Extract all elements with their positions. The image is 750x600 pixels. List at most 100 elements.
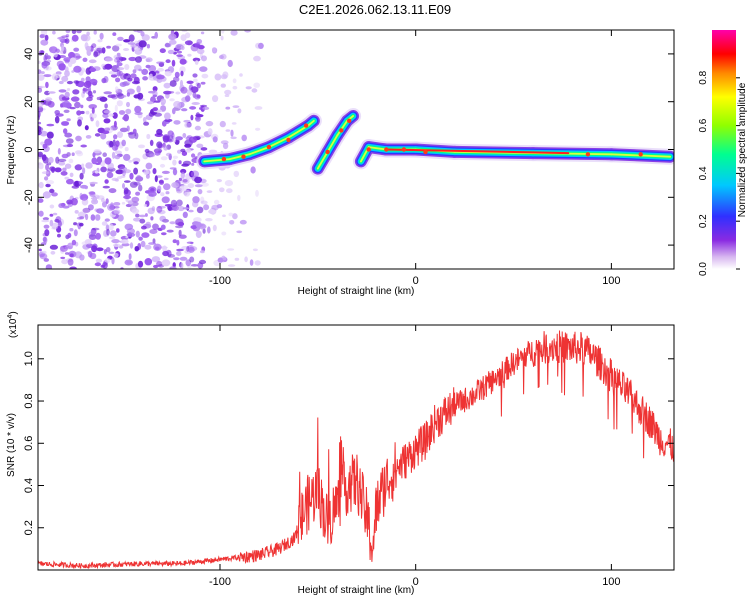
noise-speckle [59,36,64,42]
noise-speckle [186,80,194,85]
noise-speckle [112,45,120,52]
noise-speckle [49,46,58,54]
colorbar-gradient [712,30,736,269]
x-tick-label: 100 [602,275,620,287]
noise-speckle [146,133,151,140]
colorbar-ticks: 0.0 0.2 0.4 0.6 0.8 [698,70,740,276]
noise-speckle [40,34,46,38]
noise-speckle [253,82,260,88]
noise-speckle [117,214,124,222]
noise-speckle [200,200,208,205]
noise-speckle [163,145,169,151]
noise-speckle [69,266,77,269]
noise-speckle [124,259,133,266]
noise-speckle [212,224,217,232]
noise-speckle [156,61,165,65]
noise-speckle [165,59,171,64]
noise-speckle [41,61,48,69]
noise-speckle [175,136,183,141]
noise-speckle [133,217,141,222]
noise-speckle [111,239,120,244]
noise-speckle [127,200,134,205]
noise-speckle [139,218,146,224]
noise-speckle [110,74,118,78]
noise-speckle [107,203,115,211]
x-tick-label: 0 [413,576,419,588]
noise-speckle [58,161,66,166]
noise-speckle [125,235,129,239]
y-tick-label: -20 [23,189,35,205]
noise-speckle [176,54,183,57]
noise-speckle [57,158,67,162]
noise-speckle [196,82,201,89]
y-multiplier: (x104) [7,311,19,338]
noise-speckle [66,178,74,185]
noise-speckle [70,96,80,102]
noise-speckle [80,104,84,109]
y-tick-label: 0.6 [23,436,35,451]
noise-speckle [196,206,204,214]
noise-speckle [159,48,166,54]
noise-speckle [54,167,62,173]
noise-speckle [169,221,176,225]
noise-speckle [104,127,111,132]
noise-speckle [161,170,170,174]
noise-speckle [68,158,74,164]
noise-speckle [80,77,85,82]
noise-speckle [153,264,159,269]
noise-speckle [201,55,207,62]
echo-hotspot [241,154,246,159]
noise-speckle [179,185,185,191]
noise-speckle [190,264,199,267]
echo-trace-band [287,124,310,139]
noise-speckle [57,148,61,155]
noise-speckle [165,191,170,195]
noise-speckle [148,111,155,117]
echo-hotspot [366,147,371,152]
noise-speckle [185,95,191,102]
noise-speckle [73,65,82,73]
noise-speckle [71,30,77,34]
noise-speckle [128,253,132,260]
noise-speckle [180,45,185,51]
noise-speckle [85,110,90,115]
noise-speckle [88,59,97,64]
noise-speckle [64,70,70,77]
chart-title: C2E1.2026.062.13.11.E09 [299,2,451,17]
noise-speckle [199,66,208,72]
snr-series-line [38,330,674,570]
echo-hotspot [339,128,344,133]
noise-speckle [163,177,169,181]
noise-speckle [180,262,184,269]
noise-speckle [74,210,79,214]
noise-speckle [134,246,140,252]
noise-speckle [194,60,199,65]
noise-speckle [182,179,188,183]
noise-speckle [73,80,80,84]
noise-speckle [104,258,111,263]
y-tick-label: 20 [23,96,35,108]
x-tick-label: 100 [602,576,620,588]
noise-speckle [134,111,143,116]
noise-speckle [224,180,233,187]
noise-speckle [91,113,97,119]
noise-speckle [172,155,179,159]
noise-speckle [95,120,100,128]
noise-speckle [128,56,137,62]
noise-speckle [153,112,162,117]
noise-speckle [173,120,181,125]
noise-speckle [211,47,217,53]
echo-hotspot [401,147,407,152]
noise-speckle [115,140,120,147]
noise-speckle [133,167,139,175]
noise-speckle [160,105,167,112]
echo-hotspot [384,147,389,152]
colorbar-tick-label: 0.8 [698,70,709,84]
noise-speckle [86,31,90,36]
noise-speckle [91,107,95,115]
echo-hotspot [638,152,643,157]
noise-speckle [64,132,73,138]
noise-speckle [250,166,256,174]
noise-speckle [91,157,98,165]
noise-speckle [38,181,44,189]
